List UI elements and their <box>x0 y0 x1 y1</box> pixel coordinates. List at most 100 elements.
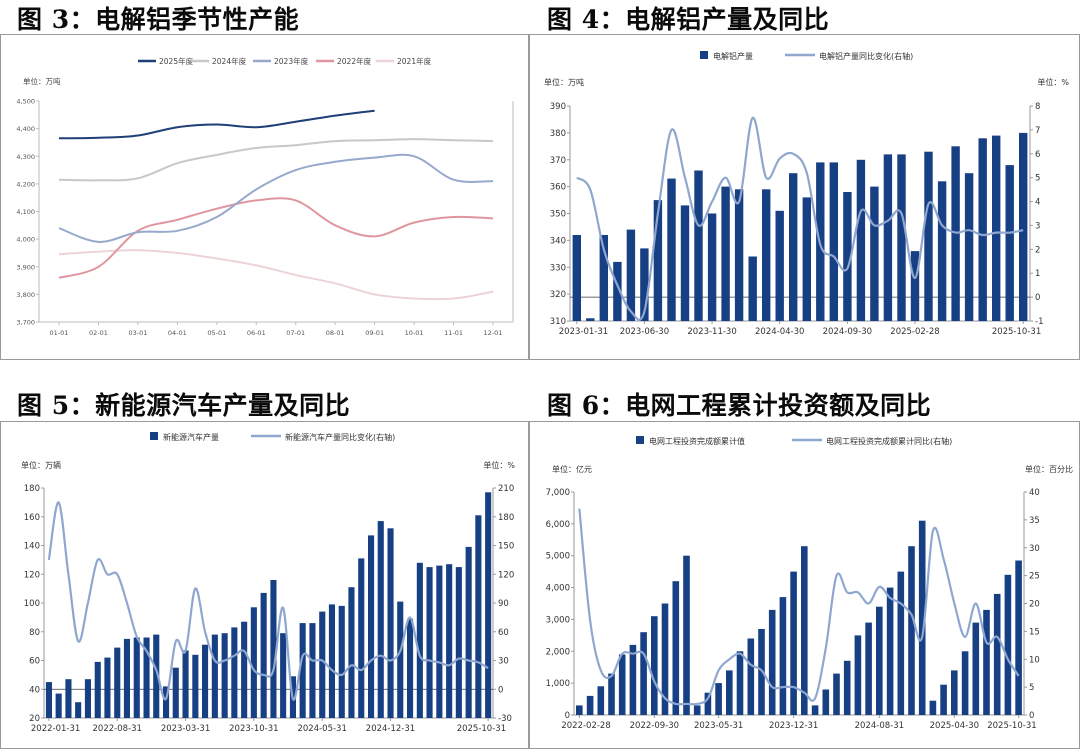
bar-2 <box>65 679 72 718</box>
bar-10 <box>143 637 150 718</box>
bar-10 <box>683 555 690 715</box>
grid-investment-chart: 电网工程投资完成额累计值 电网工程投资完成额累计同比(右轴) 单位：亿元 单位：百分比… <box>546 436 1073 731</box>
y-tick-label-6: 4,300 <box>16 153 35 161</box>
y-right-tick-label-1: 5 <box>1029 683 1034 693</box>
legend-label-line: 新能源汽车产量同比变化(右轴) <box>285 432 395 442</box>
unit-label-left: 单位：万吨 <box>23 76 61 86</box>
bar-7 <box>651 616 658 715</box>
bar-12 <box>704 692 712 715</box>
bar-5 <box>629 644 637 715</box>
y-right-tick-label-7: 180 <box>498 513 514 523</box>
series-line-3 <box>58 197 494 279</box>
bar-17 <box>211 634 218 718</box>
aluminum-output-chart: 电解铝产量 电解铝产量同比变化(右轴)单位：万吨 单位：%3103203303403… <box>544 51 1069 337</box>
y-right-tick-label-7: 6 <box>1035 150 1040 160</box>
series-line-0 <box>58 109 375 140</box>
chart-panel-fig3: 2025年度 2024年度 2023年度 2022年度 2021年度 单位：万吨 3,700… <box>0 34 529 360</box>
unit-label-right: 单位：% <box>483 460 515 470</box>
y-right-tick-label-6: 30 <box>1029 544 1040 554</box>
y-right-tick-label-3: 2 <box>1035 245 1040 255</box>
y-tick-label-2: 330 <box>550 263 566 273</box>
y-tick-label-8: 180 <box>24 484 40 494</box>
y-tick-label-5: 5,000 <box>546 552 570 562</box>
y-tick-label-6: 6,000 <box>546 520 570 530</box>
legend-label-line: 电网工程投资完成额累计同比(右轴) <box>826 436 952 446</box>
bar-32 <box>358 558 365 718</box>
bar-9 <box>672 581 680 715</box>
legend-label-2: 2023年度 <box>274 56 309 66</box>
bar-4 <box>626 229 636 321</box>
y-tick-label-0: 3,700 <box>16 319 35 327</box>
bar-22 <box>870 186 879 321</box>
bar-26 <box>924 151 933 321</box>
bar-12 <box>734 189 744 321</box>
bar-25 <box>843 660 851 715</box>
y-tick-label-6: 140 <box>24 542 40 552</box>
y-right-tick-label-9: 8 <box>1035 102 1040 112</box>
x-tick-label-6: 2025-10-31 <box>987 721 1036 731</box>
legend-label-1: 2024年度 <box>212 56 247 66</box>
bar-42 <box>455 567 462 718</box>
unit-label-left: 单位：亿元 <box>552 464 592 474</box>
y-tick-label-7: 7,000 <box>546 488 570 498</box>
bar-31 <box>992 135 1001 321</box>
y-right-tick-label-2: 1 <box>1035 269 1040 279</box>
bar-44 <box>475 515 482 718</box>
y-right-tick-label-2: 10 <box>1029 655 1040 665</box>
unit-label-left: 单位：万吨 <box>544 77 584 87</box>
y-tick-label-7: 160 <box>24 513 40 523</box>
bar-31 <box>348 587 355 718</box>
legend-swatch-bar <box>150 432 158 440</box>
bar-15 <box>736 651 744 715</box>
bar-36 <box>961 651 969 715</box>
series-line-4 <box>58 249 494 301</box>
y-tick-label-1: 3,800 <box>16 291 35 299</box>
y-right-tick-label-1: 0 <box>498 685 503 695</box>
figure-6-title: 图 6：电网工程累计投资额及同比 <box>547 391 932 420</box>
chart-panel-fig4: 电解铝产量 电解铝产量同比变化(右轴) 单位：万吨 单位：% 310 320 330 340 3… <box>529 34 1080 360</box>
yoy-line <box>578 508 1020 706</box>
x-tick-label-8: 09-01 <box>365 329 384 337</box>
bar-27 <box>309 623 316 718</box>
bar-40 <box>1004 574 1012 715</box>
bar-1 <box>586 695 594 715</box>
figure-5-title: 图 5：新能源汽车产量及同比 <box>17 391 351 420</box>
bar-41 <box>446 564 453 718</box>
x-tick-label-1: 2023-06-30 <box>620 327 669 337</box>
x-tick-label-0: 2023-01-31 <box>559 327 608 337</box>
bar-12 <box>163 686 170 718</box>
y-tick-label-3: 4,000 <box>16 236 35 244</box>
bar-21 <box>250 607 257 718</box>
bar-9 <box>694 170 703 321</box>
bar-31 <box>908 546 915 715</box>
y-right-tick-label-8: 40 <box>1029 488 1040 498</box>
bar-24 <box>833 673 840 715</box>
y-tick-label-7: 4,400 <box>16 125 35 133</box>
bar-23 <box>883 154 893 321</box>
bar-33 <box>929 700 937 715</box>
bar-33 <box>1019 132 1028 321</box>
bar-20 <box>843 192 852 321</box>
bar-10 <box>707 213 717 321</box>
legend-swatch-bar <box>636 436 644 444</box>
y-tick-label-4: 4,100 <box>16 208 35 216</box>
x-tick-label-4: 05-01 <box>207 329 226 337</box>
bar-4 <box>84 679 91 718</box>
unit-label-right: 单位：% <box>1037 77 1069 87</box>
y-tick-label-4: 4,000 <box>546 584 570 594</box>
y-right-tick-label-2: 30 <box>498 657 509 667</box>
bar-28 <box>319 611 326 718</box>
bar-2 <box>597 686 605 715</box>
bar-11 <box>693 705 701 715</box>
bar-4 <box>618 654 626 715</box>
bar-25 <box>910 251 920 321</box>
x-tick-label-3: 2023-12-31 <box>769 721 818 731</box>
bar-24 <box>280 633 287 718</box>
bar-18 <box>221 633 228 718</box>
y-tick-label-4: 350 <box>550 210 566 220</box>
bar-27 <box>865 622 872 715</box>
bar-34 <box>377 521 384 718</box>
bar-43 <box>465 546 472 718</box>
bar-19 <box>231 627 238 718</box>
bar-35 <box>951 670 958 715</box>
